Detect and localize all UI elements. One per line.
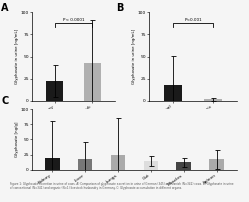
Bar <box>78 159 92 170</box>
Y-axis label: Glyphosate in urine [ng/mL]: Glyphosate in urine [ng/mL] <box>15 29 19 84</box>
Bar <box>204 99 222 101</box>
Bar <box>45 158 60 170</box>
Bar <box>177 162 191 170</box>
Text: B: B <box>116 3 124 13</box>
Text: Figure 1: Glyphosate excretion in urine of cows. A) Comparison of glyphosate exc: Figure 1: Glyphosate excretion in urine … <box>10 182 234 190</box>
Text: A: A <box>1 3 9 13</box>
Text: P<0.001: P<0.001 <box>184 18 202 22</box>
Text: C: C <box>2 96 9 106</box>
Bar <box>209 159 224 170</box>
Bar <box>143 161 158 170</box>
Y-axis label: Glyphosate [ng/g]: Glyphosate [ng/g] <box>15 122 19 157</box>
Bar <box>46 81 63 101</box>
Text: P< 0.0001: P< 0.0001 <box>63 18 84 22</box>
Bar <box>84 63 101 101</box>
Bar <box>164 85 182 101</box>
Bar <box>111 155 125 170</box>
Y-axis label: Glyphosate in urine [ng/mL]: Glyphosate in urine [ng/mL] <box>132 29 136 84</box>
